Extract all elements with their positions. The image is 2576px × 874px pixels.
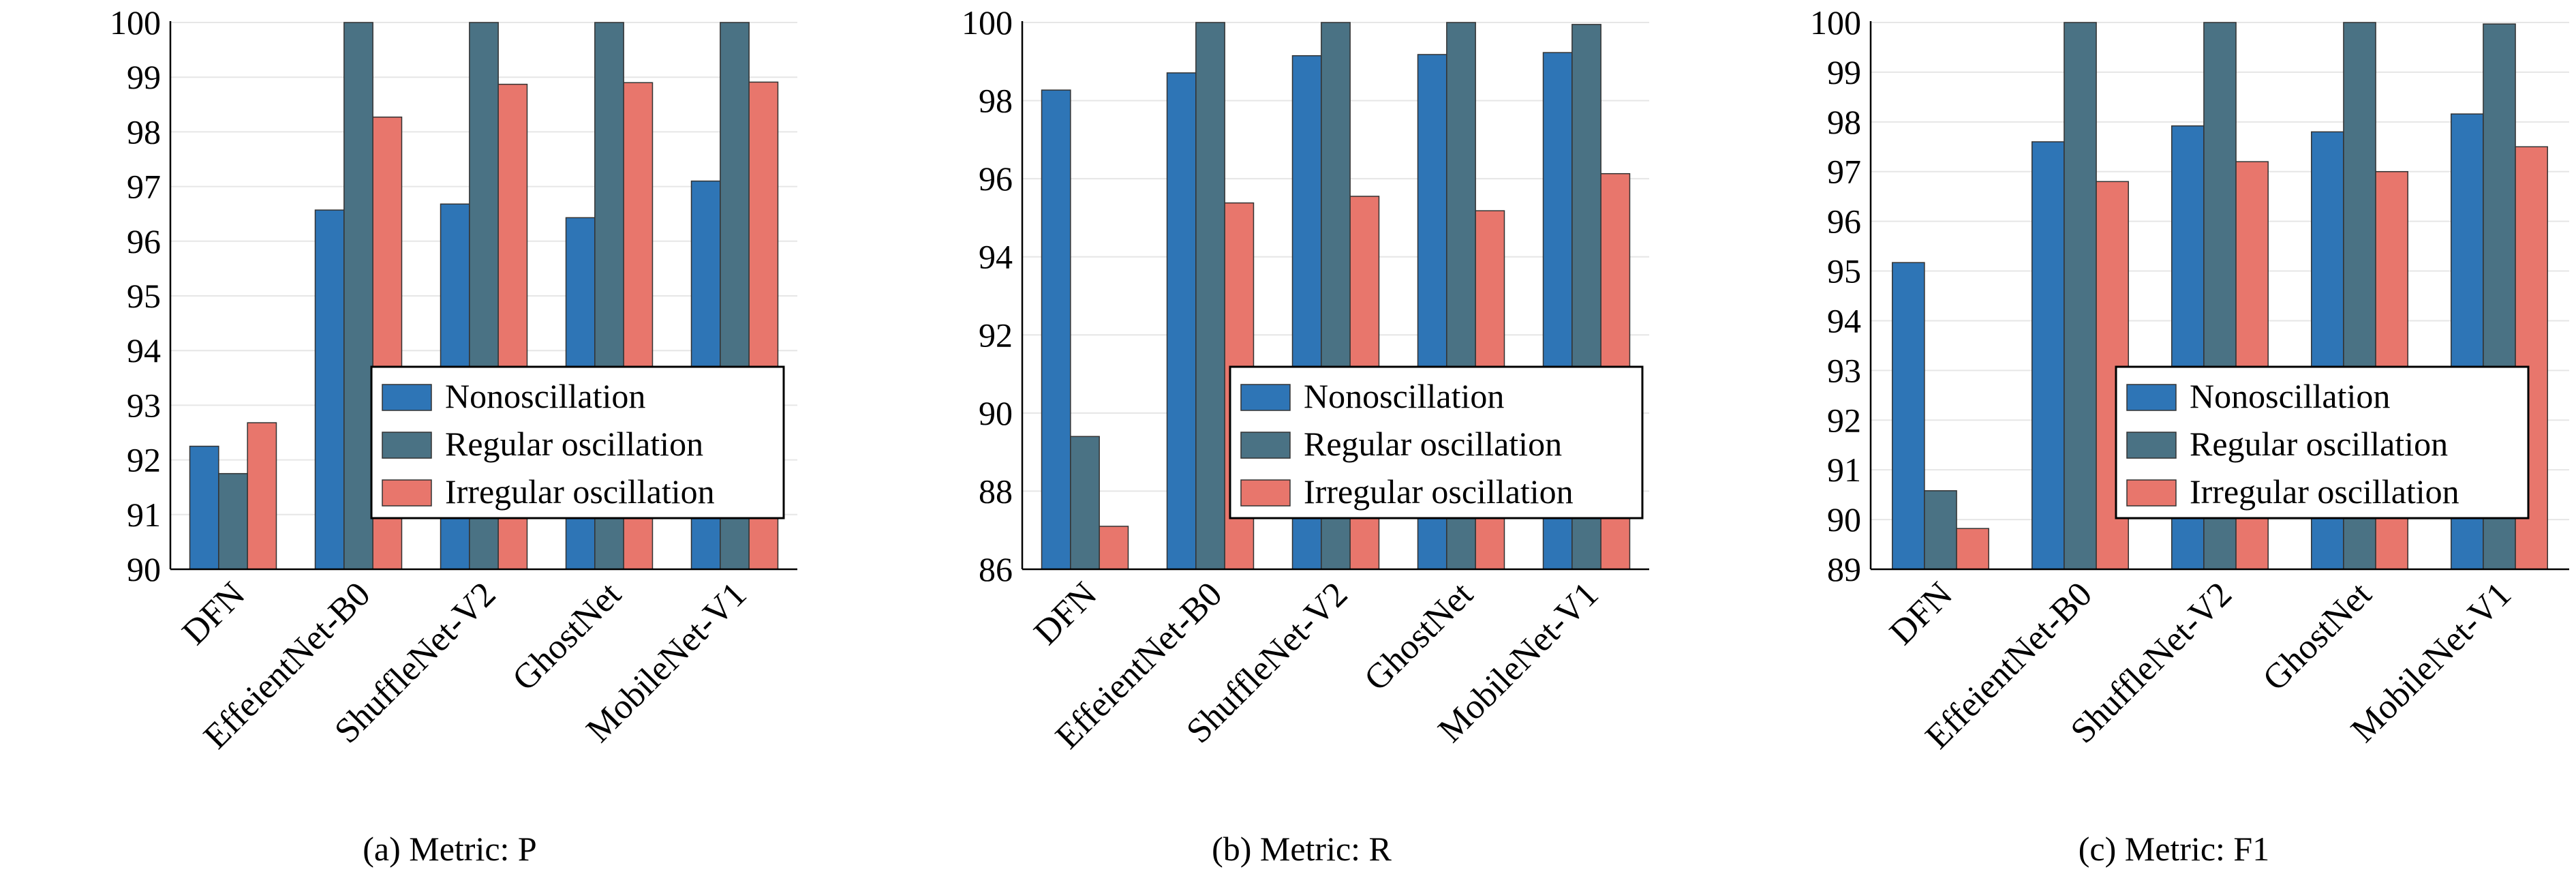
legend-swatch [2126,479,2177,507]
bar-irregular-oscillation [247,422,277,570]
y-tick-label: 100 [1810,3,1861,42]
legend-entry: Regular oscillation [1304,425,1562,463]
y-tick-label: 93 [127,386,161,424]
legend-swatch [1240,432,1291,459]
bar-regular-oscillation [1070,436,1100,570]
legend-entry: Nonoscillation [1304,377,1504,415]
bar-irregular-oscillation [1099,526,1129,570]
chart-panel-1: 90919293949596979899100DFNEffeientNet-B0… [110,3,797,868]
x-tick-label: DFN [1882,575,1960,652]
legend: Nonoscillation Regular oscillation Irregul… [1229,365,1644,519]
y-tick-label: 99 [1827,53,1861,91]
x-tick-label: GhostNet [505,575,629,699]
y-tick-label: 89 [1827,550,1861,588]
bar-regular-oscillation [1924,490,1957,570]
y-tick-label: 95 [1827,252,1861,290]
legend-swatch [382,432,432,459]
legend-box [1229,365,1644,519]
bar-regular-oscillation [2064,22,2097,570]
y-tick-label: 94 [127,331,161,370]
y-tick-label: 94 [1827,301,1861,340]
bar-nonoscillation [1041,89,1071,570]
legend-entry: Nonoscillation [445,377,645,415]
x-tick-label: GhostNet [2256,575,2380,699]
y-tick-label: 100 [962,3,1013,42]
y-tick-label: 90 [127,550,161,588]
legend-swatch [2126,384,2177,411]
x-tick-label: DFN [175,575,253,652]
legend-entry: Regular oscillation [2190,425,2448,463]
legend-swatch [382,479,432,507]
bar-regular-oscillation [1195,22,1225,570]
legend-entry: Irregular oscillation [1304,472,1574,511]
x-tick-label: DFN [1027,575,1105,652]
y-tick-label: 91 [127,496,161,534]
legend-swatch [1240,384,1291,411]
legend-box [370,365,785,519]
bar-regular-oscillation [343,22,373,570]
bar-nonoscillation [1166,72,1197,570]
panel-caption: (c) Metric: F1 [2079,830,2269,868]
legend-entry: Regular oscillation [445,425,703,463]
y-tick-label: 99 [127,58,161,96]
legend-box [2115,365,2530,519]
legend-swatch [1240,479,1291,507]
y-tick-label: 96 [127,222,161,260]
y-tick-label: 90 [979,394,1013,432]
legend-swatch [2126,432,2177,459]
y-tick-label: 98 [979,82,1013,120]
legend: Nonoscillation Regular oscillation Irregul… [2115,365,2530,519]
y-tick-label: 96 [979,160,1013,198]
panel-caption: (b) Metric: R [1212,830,1392,868]
y-tick-label: 92 [979,316,1013,354]
chart-panel-3: 8990919293949596979899100DFNEffeientNet-… [1810,3,2569,868]
bar-nonoscillation [2031,141,2065,570]
y-tick-label: 92 [127,441,161,479]
y-tick-label: 93 [1827,351,1861,389]
bar-nonoscillation [314,209,345,570]
y-tick-label: 95 [127,277,161,315]
bar-nonoscillation [189,445,219,570]
legend-entry: Irregular oscillation [2190,472,2459,511]
bar-irregular-oscillation [1956,528,1989,570]
y-tick-label: 98 [127,112,161,151]
y-tick-label: 86 [979,550,1013,588]
y-tick-label: 96 [1827,202,1861,241]
y-tick-label: 88 [979,472,1013,510]
chart-panel-2: 86889092949698100DFNEffeientNet-B0Shuffl… [962,3,1649,868]
y-tick-label: 100 [110,3,161,42]
bar-nonoscillation [1892,262,1925,570]
legend: Nonoscillation Regular oscillation Irregul… [370,365,785,519]
y-tick-label: 90 [1827,500,1861,539]
legend-entry: Nonoscillation [2190,377,2390,415]
x-tick-label: GhostNet [1357,575,1481,699]
legend-entry: Irregular oscillation [445,472,715,511]
y-tick-label: 92 [1827,401,1861,439]
y-tick-label: 94 [979,238,1013,276]
y-tick-label: 91 [1827,451,1861,489]
y-tick-label: 97 [127,168,161,206]
legend-swatch [382,384,432,411]
panel-caption: (a) Metric: P [363,830,536,868]
y-tick-label: 97 [1827,153,1861,191]
y-tick-label: 98 [1827,103,1861,141]
bar-regular-oscillation [218,472,248,570]
